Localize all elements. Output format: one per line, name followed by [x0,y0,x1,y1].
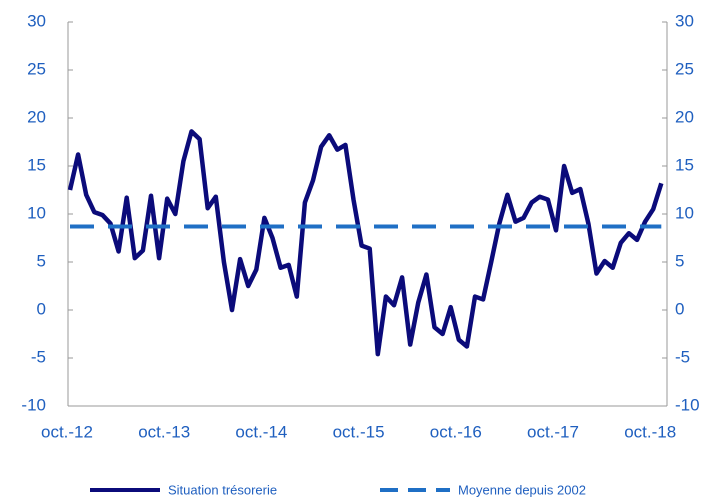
y-tick-label: -10 [21,395,46,414]
y2-tick-label: 0 [675,299,684,318]
y2-tick-label: 15 [675,155,694,174]
y2-tick-label: -10 [675,395,700,414]
y-tick-label: 30 [27,11,46,30]
series-line [67,129,664,357]
x-tick-label: oct.-13 [138,422,190,441]
y-tick-label: 5 [37,251,46,270]
y2-tick-label: 25 [675,59,694,78]
legend-label: Moyenne depuis 2002 [458,482,586,497]
x-tick-label: oct.-15 [333,422,385,441]
y-tick-label: 20 [27,107,46,126]
legend: Situation trésorerie Moyenne depuis 2002 [90,482,586,497]
y-tick-label: 0 [37,299,46,318]
y2-tick-label: 20 [675,107,694,126]
legend-label: Situation trésorerie [168,482,277,497]
y2-tick-label: 10 [675,203,694,222]
x-tick-label: oct.-16 [430,422,482,441]
x-tick-label: oct.-17 [527,422,579,441]
y2-tick-label: 5 [675,251,684,270]
y-tick-label: 25 [27,59,46,78]
x-tick-label: oct.-18 [624,422,676,441]
y-tick-label: -5 [31,347,46,366]
y-tick-label: 10 [27,203,46,222]
y2-tick-label: -5 [675,347,690,366]
y2-tick-label: 30 [675,11,694,30]
x-tick-label: oct.-14 [235,422,287,441]
x-tick-label: oct.-12 [41,422,93,441]
y-tick-label: 15 [27,155,46,174]
